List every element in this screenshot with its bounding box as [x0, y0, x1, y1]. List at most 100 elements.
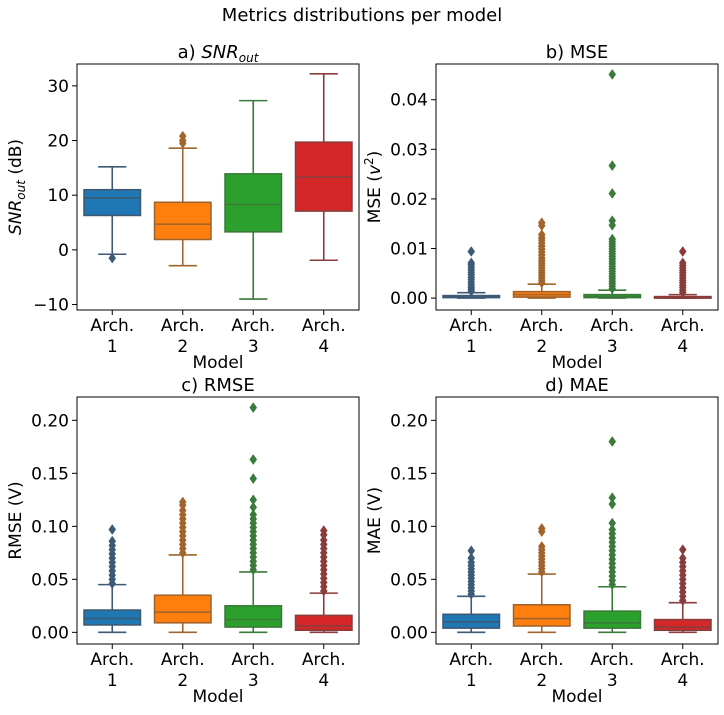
box-3[interactable] [583, 68, 642, 299]
outlier-point [249, 402, 258, 414]
y-tick-label: 0.03 [390, 140, 428, 160]
outlier-point [537, 523, 546, 534]
box-2[interactable] [153, 496, 212, 634]
iqr-box [153, 201, 212, 241]
box-4[interactable] [294, 73, 353, 262]
x-tick-label: Arch. 1 [90, 650, 134, 691]
outlier-point [678, 257, 687, 269]
outlier-point [608, 160, 617, 172]
x-tick-label: Arch. 2 [520, 316, 564, 357]
y-tick-label: 0.15 [31, 464, 69, 484]
y-tick-label: 0.02 [390, 190, 428, 210]
outlier-point [467, 257, 476, 269]
x-axis-label: Model [551, 353, 602, 373]
x-tick-label: Arch. 4 [661, 316, 705, 357]
outlier-point [467, 545, 476, 557]
outlier-point [678, 246, 687, 257]
x-tick-label: Arch. 3 [231, 650, 275, 691]
y-tick-label: 0.20 [31, 411, 69, 431]
x-tick-label: Arch. 3 [590, 650, 634, 691]
outlier-point [178, 130, 187, 142]
box-4[interactable] [294, 525, 353, 634]
outlier-point [537, 229, 546, 241]
x-tick-label: Arch. 2 [161, 316, 205, 357]
x-tick-label: Arch. 2 [161, 650, 205, 691]
y-tick-label: 10 [47, 186, 69, 206]
figure-title: Metrics distributions per model [222, 5, 502, 26]
outlier-point [678, 552, 687, 564]
y-tick-label: 20 [47, 132, 69, 152]
outlier-point [608, 498, 617, 510]
panel-title: c) RMSE [181, 375, 254, 396]
x-tick-label: Arch. 4 [302, 316, 346, 357]
y-axis-label: SNRout (dB) [6, 139, 28, 235]
box-2[interactable] [512, 217, 571, 299]
box-1[interactable] [442, 545, 501, 634]
iqr-box [583, 610, 642, 629]
y-tick-label: −10 [33, 296, 69, 316]
outlier-point [249, 509, 258, 521]
plot-frame [435, 396, 719, 645]
iqr-box [83, 188, 142, 217]
box-3[interactable] [224, 99, 283, 300]
y-axis-label: MAE (V) [365, 487, 385, 554]
box-3[interactable] [224, 402, 283, 634]
outlier-point [108, 252, 117, 264]
box-1[interactable] [442, 246, 501, 299]
outlier-point [249, 494, 258, 506]
box-1[interactable] [83, 524, 142, 634]
y-tick-label: 0.20 [390, 411, 428, 431]
outlier-point [608, 215, 617, 227]
outlier-point [678, 544, 687, 556]
outlier-point [467, 552, 476, 564]
outlier-point [249, 454, 258, 465]
iqr-box [224, 605, 283, 628]
x-tick-label: Arch. 1 [449, 316, 493, 357]
y-tick-label: 0.05 [390, 570, 428, 590]
plot-frame [76, 63, 360, 311]
y-tick-label: 0 [58, 241, 69, 261]
box-1[interactable] [83, 165, 142, 264]
x-tick-label: Arch. 3 [231, 316, 275, 357]
box-2[interactable] [153, 130, 212, 267]
box-4[interactable] [653, 544, 712, 634]
outlier-point [537, 217, 546, 229]
outlier-point [608, 492, 617, 504]
outlier-point [608, 233, 617, 245]
iqr-box [294, 614, 353, 632]
outlier-point [537, 541, 546, 552]
x-axis-label: Model [192, 353, 243, 373]
outlier-point [608, 68, 617, 80]
y-tick-label: 0.00 [390, 623, 428, 643]
iqr-box [83, 609, 142, 626]
outlier-point [108, 535, 117, 547]
outlier-point [108, 524, 117, 535]
y-tick-label: 0.00 [390, 289, 428, 309]
x-tick-label: Arch. 4 [661, 650, 705, 691]
outlier-point [608, 517, 617, 529]
panel-title: b) MSE [546, 42, 609, 63]
iqr-box [653, 618, 712, 632]
box-2[interactable] [512, 523, 571, 634]
panel-title: a) SNRout [178, 42, 260, 65]
box-4[interactable] [653, 246, 712, 299]
panel-3: c) RMSE 0.00 0.05 0.10 0.15 0.20 Arch. 1 Arch. 2 A… [6, 375, 360, 707]
x-tick-label: Arch. 1 [90, 316, 134, 357]
outlier-point [249, 501, 258, 513]
y-tick-label: 0.15 [390, 464, 428, 484]
panel-4: d) MAE 0.00 0.05 0.10 0.15 0.20 Arch. 1 Arch. 2 Ar… [365, 375, 719, 707]
plot-frame [435, 63, 719, 311]
box-3[interactable] [583, 436, 642, 634]
y-tick-label: 0.10 [31, 517, 69, 537]
x-tick-label: Arch. 4 [302, 650, 346, 691]
iqr-box [224, 173, 283, 233]
y-tick-label: 0.10 [390, 517, 428, 537]
outlier-point [249, 473, 258, 485]
outlier-point [608, 436, 617, 447]
x-tick-label: Arch. 1 [449, 650, 493, 691]
panel-1: a) SNRout −10 0 10 20 30 Arch. 1 Arch. 2 Arch. 3 Arc… [6, 42, 360, 373]
y-tick-label: 0.01 [390, 240, 428, 260]
y-axis-label: RMSE (V) [6, 481, 26, 559]
panel-title: d) MAE [545, 375, 608, 396]
